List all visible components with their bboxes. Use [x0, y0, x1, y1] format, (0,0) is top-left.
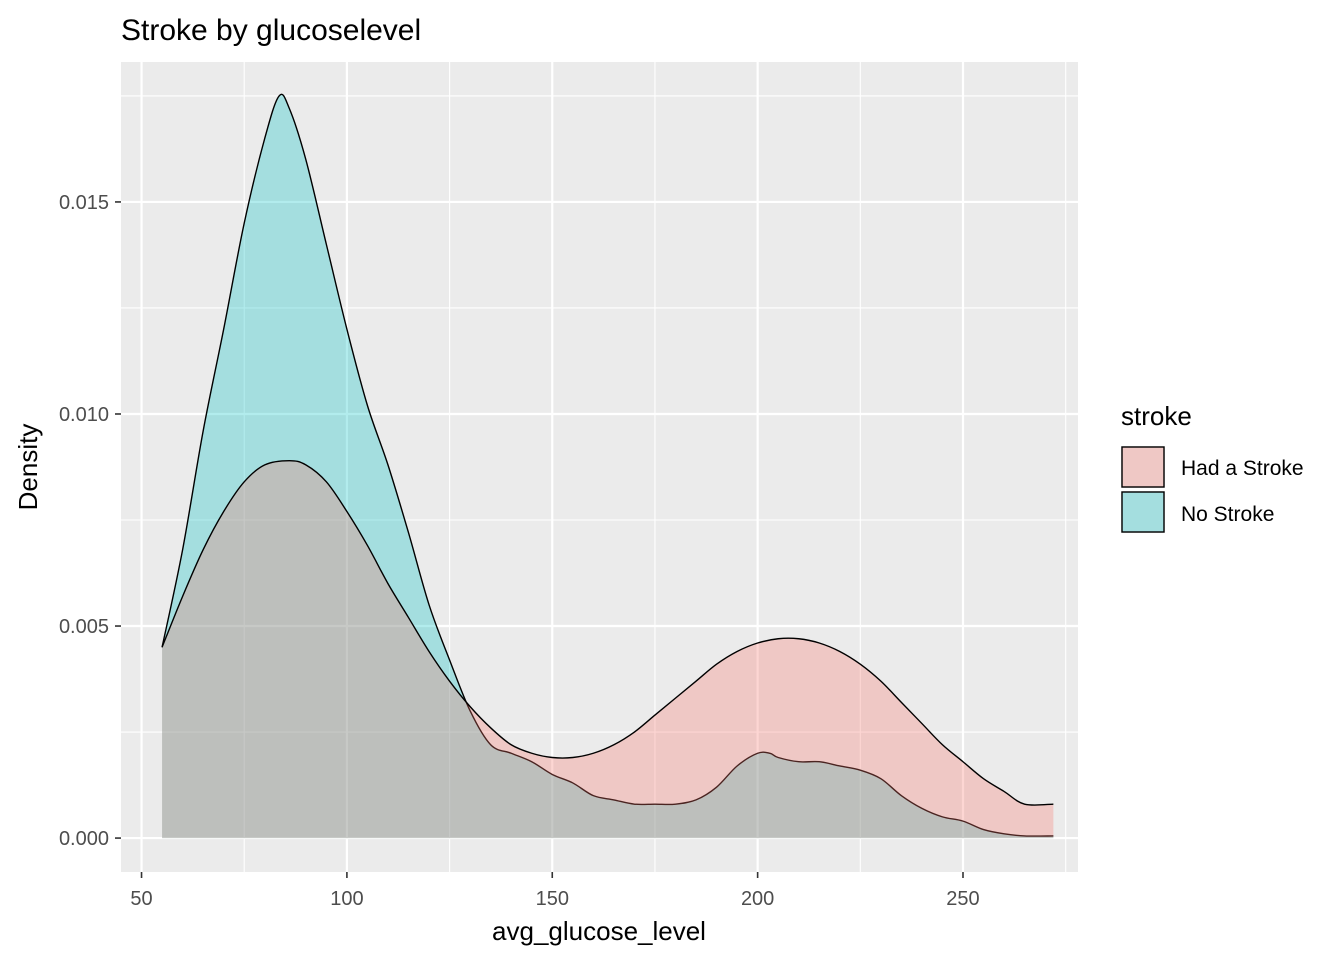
- major-gridlines: [121, 62, 1078, 872]
- x-tick-label: 200: [741, 888, 774, 910]
- x-tick-label: 50: [130, 888, 152, 910]
- x-tick-label: 100: [330, 888, 363, 910]
- y-axis-title: Density: [13, 424, 43, 511]
- legend-title: stroke: [1121, 401, 1192, 431]
- minor-gridlines: [121, 62, 1078, 872]
- y-tick-label: 0.000: [59, 828, 109, 850]
- legend-label-no-stroke: No Stroke: [1181, 503, 1274, 526]
- legend-key-background-no-stroke: [1121, 491, 1165, 533]
- y-axis: 0.000 0.005 0.010 0.015: [59, 192, 121, 850]
- density-area-no-stroke: [162, 94, 1054, 839]
- x-axis-title: avg_glucose_level: [492, 916, 706, 946]
- chart-title: Stroke by glucoselevel: [121, 14, 421, 47]
- density-line-no-stroke: [161, 93, 1054, 837]
- density-line-had-a-stroke: [161, 459, 1054, 806]
- legend-key-no-stroke: [1121, 491, 1165, 533]
- y-tick-label: 0.010: [59, 404, 109, 426]
- legend-label-had-a-stroke: Had a Stroke: [1181, 457, 1304, 480]
- density-area-had-a-stroke: [162, 460, 1054, 839]
- plot-panel: [121, 62, 1078, 872]
- legend-key-background-had-a-stroke: [1121, 446, 1165, 488]
- x-tick-label: 150: [536, 888, 569, 910]
- x-tick-label: 250: [946, 888, 979, 910]
- x-axis: 50 100 150 200 250: [130, 872, 980, 910]
- legend-key-had-a-stroke: [1121, 446, 1165, 488]
- legend: stroke Had a Stroke No Stroke: [1121, 401, 1304, 533]
- density-areas: [161, 93, 1054, 839]
- y-tick-label: 0.005: [59, 616, 109, 638]
- y-tick-label: 0.015: [59, 192, 109, 214]
